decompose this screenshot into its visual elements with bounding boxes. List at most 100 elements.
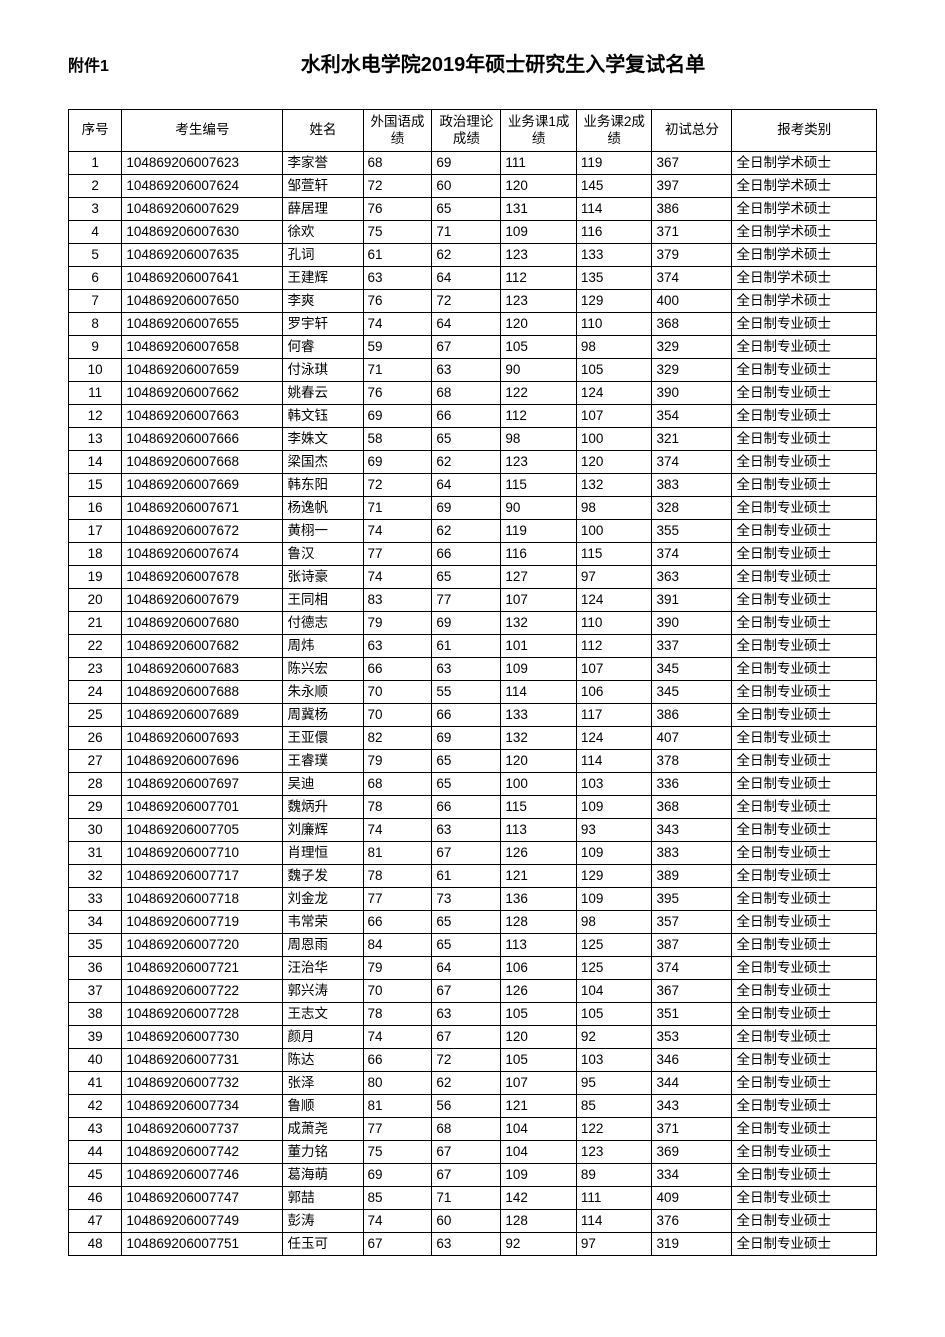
table-cell: 74 bbox=[363, 313, 432, 336]
table-cell: 葛海萌 bbox=[283, 1164, 363, 1187]
table-cell: 124 bbox=[576, 589, 652, 612]
table-cell: 66 bbox=[432, 796, 501, 819]
table-cell: 109 bbox=[501, 221, 577, 244]
table-cell: 31 bbox=[69, 842, 122, 865]
table-cell: 全日制专业硕士 bbox=[732, 865, 877, 888]
table-cell: 全日制专业硕士 bbox=[732, 451, 877, 474]
table-cell: 76 bbox=[363, 382, 432, 405]
table-cell: 112 bbox=[576, 635, 652, 658]
table-cell: 383 bbox=[652, 474, 732, 497]
table-cell: 337 bbox=[652, 635, 732, 658]
table-cell: 100 bbox=[576, 428, 652, 451]
table-cell: 124 bbox=[576, 382, 652, 405]
table-cell: 全日制专业硕士 bbox=[732, 543, 877, 566]
table-cell: 100 bbox=[576, 520, 652, 543]
table-cell: 全日制学术硕士 bbox=[732, 175, 877, 198]
table-cell: 18 bbox=[69, 543, 122, 566]
table-cell: 119 bbox=[576, 152, 652, 175]
table-cell: 104869206007659 bbox=[122, 359, 283, 382]
table-cell: 68 bbox=[432, 382, 501, 405]
table-cell: 100 bbox=[501, 773, 577, 796]
table-cell: 47 bbox=[69, 1210, 122, 1233]
table-cell: 114 bbox=[576, 198, 652, 221]
table-cell: 344 bbox=[652, 1072, 732, 1095]
table-cell: 肖理恒 bbox=[283, 842, 363, 865]
table-cell: 357 bbox=[652, 911, 732, 934]
table-body: 1104869206007623李家誉6869111119367全日制学术硕士2… bbox=[69, 152, 877, 1256]
table-cell: 65 bbox=[432, 934, 501, 957]
table-cell: 67 bbox=[432, 1141, 501, 1164]
table-cell: 全日制专业硕士 bbox=[732, 497, 877, 520]
table-cell: 329 bbox=[652, 359, 732, 382]
table-cell: 67 bbox=[432, 842, 501, 865]
table-cell: 104869206007728 bbox=[122, 1003, 283, 1026]
table-cell: 329 bbox=[652, 336, 732, 359]
table-cell: 66 bbox=[432, 543, 501, 566]
table-cell: 44 bbox=[69, 1141, 122, 1164]
table-cell: 104869206007655 bbox=[122, 313, 283, 336]
table-row: 44104869206007742董力铭7567104123369全日制专业硕士 bbox=[69, 1141, 877, 1164]
table-cell: 390 bbox=[652, 382, 732, 405]
table-cell: 17 bbox=[69, 520, 122, 543]
table-cell: 72 bbox=[432, 1049, 501, 1072]
table-cell: 319 bbox=[652, 1233, 732, 1256]
table-cell: 66 bbox=[363, 1049, 432, 1072]
table-row: 41104869206007732张泽806210795344全日制专业硕士 bbox=[69, 1072, 877, 1095]
table-cell: 74 bbox=[363, 819, 432, 842]
table-cell: 69 bbox=[363, 1164, 432, 1187]
table-row: 29104869206007701魏炳升7866115109368全日制专业硕士 bbox=[69, 796, 877, 819]
table-cell: 55 bbox=[432, 681, 501, 704]
table-cell: 69 bbox=[432, 497, 501, 520]
table-cell: 407 bbox=[652, 727, 732, 750]
table-cell: 104869206007747 bbox=[122, 1187, 283, 1210]
table-cell: 15 bbox=[69, 474, 122, 497]
table-cell: 145 bbox=[576, 175, 652, 198]
table-cell: 32 bbox=[69, 865, 122, 888]
table-cell: 23 bbox=[69, 658, 122, 681]
table-head: 序号考生编号姓名外国语成绩政治理论成绩业务课1成绩业务课2成绩初试总分报考类别 bbox=[69, 110, 877, 152]
table-cell: 全日制专业硕士 bbox=[732, 382, 877, 405]
table-row: 17104869206007672黄栩一7462119100355全日制专业硕士 bbox=[69, 520, 877, 543]
table-cell: 全日制专业硕士 bbox=[732, 1049, 877, 1072]
table-cell: 114 bbox=[501, 681, 577, 704]
table-cell: 120 bbox=[501, 175, 577, 198]
table-cell: 19 bbox=[69, 566, 122, 589]
table-cell: 24 bbox=[69, 681, 122, 704]
table-row: 31104869206007710肖理恒8167126109383全日制专业硕士 bbox=[69, 842, 877, 865]
table-cell: 98 bbox=[576, 336, 652, 359]
table-cell: 79 bbox=[363, 612, 432, 635]
table-cell: 孔词 bbox=[283, 244, 363, 267]
table-cell: 63 bbox=[432, 819, 501, 842]
table-cell: 104869206007668 bbox=[122, 451, 283, 474]
table-cell: 77 bbox=[363, 543, 432, 566]
table-cell: 66 bbox=[363, 911, 432, 934]
table-cell: 123 bbox=[501, 244, 577, 267]
table-cell: 104869206007666 bbox=[122, 428, 283, 451]
table-cell: 104869206007705 bbox=[122, 819, 283, 842]
table-row: 22104869206007682周炜6361101112337全日制专业硕士 bbox=[69, 635, 877, 658]
table-cell: 60 bbox=[432, 1210, 501, 1233]
table-cell: 任玉可 bbox=[283, 1233, 363, 1256]
table-cell: 李家誉 bbox=[283, 152, 363, 175]
table-cell: 104869206007689 bbox=[122, 704, 283, 727]
table-row: 48104869206007751任玉可67639297319全日制专业硕士 bbox=[69, 1233, 877, 1256]
table-cell: 75 bbox=[363, 221, 432, 244]
table-cell: 21 bbox=[69, 612, 122, 635]
table-cell: 35 bbox=[69, 934, 122, 957]
table-cell: 386 bbox=[652, 198, 732, 221]
table-cell: 115 bbox=[576, 543, 652, 566]
table-cell: 45 bbox=[69, 1164, 122, 1187]
table-cell: 4 bbox=[69, 221, 122, 244]
table-cell: 全日制学术硕士 bbox=[732, 198, 877, 221]
table-cell: 37 bbox=[69, 980, 122, 1003]
table-cell: 董力铭 bbox=[283, 1141, 363, 1164]
table-cell: 354 bbox=[652, 405, 732, 428]
table-cell: 13 bbox=[69, 428, 122, 451]
table-cell: 395 bbox=[652, 888, 732, 911]
table-cell: 36 bbox=[69, 957, 122, 980]
table-row: 7104869206007650李爽7672123129400全日制学术硕士 bbox=[69, 290, 877, 313]
table-cell: 104869206007635 bbox=[122, 244, 283, 267]
table-cell: 367 bbox=[652, 980, 732, 1003]
table-row: 6104869206007641王建辉6364112135374全日制学术硕士 bbox=[69, 267, 877, 290]
table-cell: 全日制专业硕士 bbox=[732, 635, 877, 658]
